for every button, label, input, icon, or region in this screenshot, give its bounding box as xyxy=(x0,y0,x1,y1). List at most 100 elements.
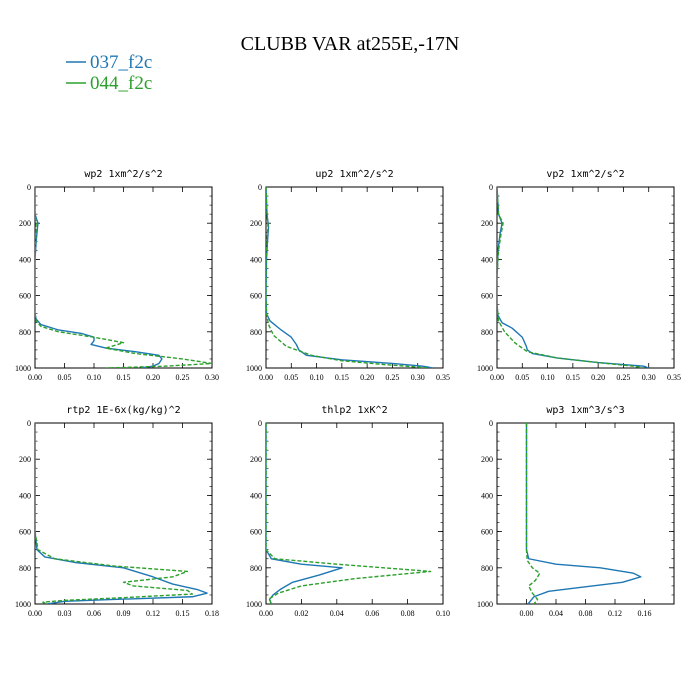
panel-2-xtick-label: 0.30 xyxy=(411,373,425,382)
panel-4-title: rtp2 1E-6x(kg/kg)^2 xyxy=(66,405,180,416)
panel-2-ytick-label: 0 xyxy=(258,183,262,192)
panel-1-ytick-label: 1000 xyxy=(15,364,31,373)
legend: 037_f2c 044_f2c xyxy=(66,52,152,94)
panel-3-series-2-line xyxy=(497,187,644,368)
panel-5-ytick-label: 0 xyxy=(258,419,262,428)
panel-4-xtick-label: 0.03 xyxy=(58,609,72,618)
panel-6: wp3 1xm^3/s^3 0 200 400 600 800 1000 0.00 0.04 0.… xyxy=(477,405,675,618)
panel-1-xtick-label: 0.10 xyxy=(87,373,101,382)
panel-2-xtick-label: 0.35 xyxy=(436,373,450,382)
panel-6-ytick-label: 0 xyxy=(489,419,493,428)
panel-2-ytick-label: 800 xyxy=(250,328,262,337)
panel-5-ytick-label: 1000 xyxy=(246,600,262,609)
panel-5-ytick-label: 200 xyxy=(250,455,262,464)
panel-2-xtick-label: 0.10 xyxy=(310,373,324,382)
panel-5-xtick-label: 0.10 xyxy=(436,609,450,618)
panel-3-ytick-label: 600 xyxy=(481,292,493,301)
panel-3-xtick-label: 0.25 xyxy=(616,373,630,382)
panel-4-ytick-label: 400 xyxy=(19,491,31,500)
panel-1-series-1-line xyxy=(35,187,163,368)
panel-1-xtick-label: 0.05 xyxy=(58,373,72,382)
legend-label-2: 044_f2c xyxy=(90,73,152,94)
panel-3-ytick-label: 0 xyxy=(489,183,493,192)
panel-2-xtick-label: 0.05 xyxy=(284,373,298,382)
panel-1-ytick-label: 200 xyxy=(19,219,31,228)
panel-1-xtick-label: 0.25 xyxy=(176,373,190,382)
panel-1-ytick-label: 800 xyxy=(19,328,31,337)
panel-6-xtick-label: 0.08 xyxy=(579,609,593,618)
panel-5-xtick-label: 0.06 xyxy=(365,609,379,618)
panel-2-ytick-label: 400 xyxy=(250,255,262,264)
panel-6-ytick-label: 800 xyxy=(481,564,493,573)
panel-4: rtp2 1E-6x(kg/kg)^2 0 200 400 600 800 10000.00… xyxy=(15,405,219,618)
panel-3-xtick-label: 0.20 xyxy=(591,373,605,382)
panel-2-ytick-label: 200 xyxy=(250,219,262,228)
panel-3-xtick-label: 0.10 xyxy=(541,373,555,382)
panel-5-xtick-label: 0.02 xyxy=(294,609,308,618)
panel-4-xtick-label: 0.06 xyxy=(87,609,101,618)
panel-2-xtick-label: 0.20 xyxy=(360,373,374,382)
panel-6-title: wp3 1xm^3/s^3 xyxy=(546,405,624,416)
panel-2-xtick-label: 0.00 xyxy=(259,373,273,382)
panel-1-xtick-label: 0.30 xyxy=(205,373,219,382)
panel-5-series-1-line xyxy=(266,423,343,604)
panel-6-xtick-label: 0.12 xyxy=(608,609,622,618)
panel-5-ytick-label: 400 xyxy=(250,491,262,500)
panel-2-xtick-label: 0.25 xyxy=(385,373,399,382)
panel-1-ytick-label: 400 xyxy=(19,255,31,264)
panel-6-ytick-label: 400 xyxy=(481,491,493,500)
panel-2-series-2-line xyxy=(266,187,428,368)
figure-title: CLUBB VAR at255E,-17N xyxy=(241,33,460,55)
panel-1-ytick-label: 600 xyxy=(19,292,31,301)
panel-2-ytick-label: 1000 xyxy=(246,364,262,373)
panel-4-xtick-label: 0.12 xyxy=(146,609,160,618)
panel-5-xtick-label: 0.00 xyxy=(259,609,273,618)
panel-4-series-2-line xyxy=(35,423,194,604)
panel-6-ytick-label: 1000 xyxy=(477,600,493,609)
panel-4-ytick-label: 600 xyxy=(19,528,31,537)
panel-4-xtick-label: 0.09 xyxy=(117,609,131,618)
panel-3-ytick-label: 200 xyxy=(481,219,493,228)
panel-5-title: thlp2 1xK^2 xyxy=(321,405,387,416)
panel-5-ytick-label: 600 xyxy=(250,528,262,537)
panel-3-xtick-label: 0.15 xyxy=(566,373,580,382)
panel-3-ytick-label: 400 xyxy=(481,255,493,264)
panel-4-xtick-label: 0.18 xyxy=(205,609,219,618)
panel-5-xtick-label: 0.04 xyxy=(330,609,344,618)
panel-5-xtick-label: 0.08 xyxy=(401,609,415,618)
panel-3-xtick-label: 0.05 xyxy=(515,373,529,382)
panel-6-xtick-label: 0.04 xyxy=(549,609,563,618)
panel-1-xtick-label: 0.15 xyxy=(117,373,131,382)
panel-3-title: vp2 1xm^2/s^2 xyxy=(546,169,624,180)
panel-2-ytick-label: 600 xyxy=(250,292,262,301)
panel-1-xtick-label: 0.00 xyxy=(28,373,42,382)
panel-3-xtick-label: 0.35 xyxy=(667,373,681,382)
panel-3-ytick-label: 1000 xyxy=(477,364,493,373)
panel-4-series-1-line xyxy=(35,423,208,604)
panel-1-xtick-label: 0.20 xyxy=(146,373,160,382)
panel-3-xtick-label: 0.00 xyxy=(490,373,504,382)
panel-4-xtick-label: 0.15 xyxy=(176,609,190,618)
panel-6-xtick-label: 0.16 xyxy=(638,609,652,618)
panel-2-title: up2 1xm^2/s^2 xyxy=(315,169,393,180)
panel-4-ytick-label: 200 xyxy=(19,455,31,464)
panel-1-series-2-line xyxy=(35,187,212,368)
panel-5-ytick-label: 800 xyxy=(250,564,262,573)
panel-6-xtick-label: 0.00 xyxy=(520,609,534,618)
panel-3-ytick-label: 800 xyxy=(481,328,493,337)
panel-4-ytick-label: 0 xyxy=(27,419,31,428)
panel-3-xtick-label: 0.30 xyxy=(642,373,656,382)
panel-6-ytick-label: 600 xyxy=(481,528,493,537)
panel-4-ytick-label: 1000 xyxy=(15,600,31,609)
panel-2-xtick-label: 0.15 xyxy=(335,373,349,382)
panel-1-ytick-label: 0 xyxy=(27,183,31,192)
panel-5-series-2-line xyxy=(266,423,432,604)
panel-1-title: wp2 1xm^2/s^2 xyxy=(84,169,162,180)
